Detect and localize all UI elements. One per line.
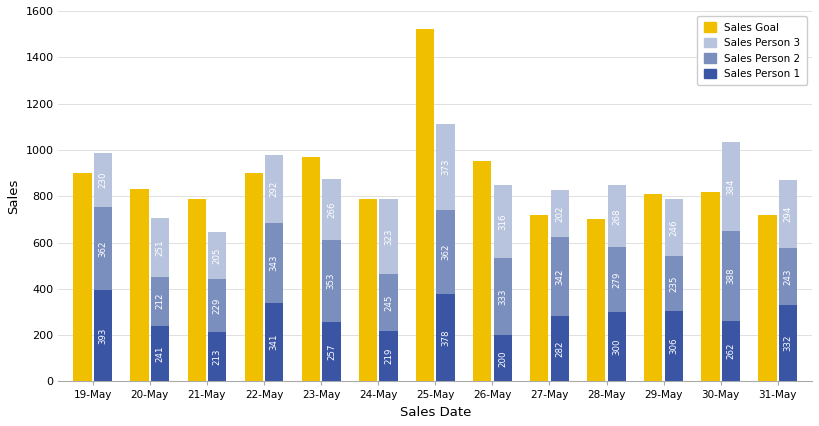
Bar [322, 178, 341, 240]
Bar [265, 302, 283, 381]
Bar [665, 199, 683, 256]
Text: 353: 353 [327, 273, 336, 289]
Bar [245, 173, 263, 381]
Bar [722, 321, 740, 381]
Bar [645, 194, 663, 381]
Text: 235: 235 [669, 275, 678, 292]
Text: 316: 316 [498, 213, 507, 230]
Text: 384: 384 [726, 178, 735, 195]
Bar [722, 231, 740, 321]
Bar [94, 207, 112, 291]
Bar [722, 142, 740, 231]
Y-axis label: Sales: Sales [7, 178, 20, 214]
Bar [208, 279, 226, 332]
Bar [208, 332, 226, 381]
Bar [151, 325, 170, 381]
Bar [550, 190, 569, 237]
Bar [94, 291, 112, 381]
Bar [494, 335, 512, 381]
Text: 282: 282 [555, 340, 564, 357]
Text: 279: 279 [613, 271, 622, 288]
Bar [74, 173, 92, 381]
Bar [608, 312, 626, 381]
Text: 362: 362 [98, 240, 107, 257]
Bar [494, 185, 512, 258]
Text: 246: 246 [669, 219, 678, 236]
Text: 268: 268 [613, 208, 622, 225]
Bar [322, 240, 341, 322]
Bar [151, 276, 170, 325]
Text: 294: 294 [784, 206, 793, 222]
Text: 333: 333 [498, 288, 507, 305]
Bar [265, 155, 283, 223]
X-axis label: Sales Date: Sales Date [400, 406, 471, 419]
Bar [530, 215, 548, 381]
Text: 378: 378 [441, 329, 450, 346]
Bar [550, 316, 569, 381]
Bar [130, 189, 149, 381]
Bar [758, 215, 776, 381]
Bar [208, 232, 226, 279]
Bar [608, 185, 626, 248]
Text: 213: 213 [213, 348, 222, 365]
Text: 362: 362 [441, 244, 450, 260]
Text: 341: 341 [269, 334, 278, 350]
Text: 257: 257 [327, 343, 336, 360]
Text: 243: 243 [784, 268, 793, 285]
Bar [494, 258, 512, 335]
Bar [416, 29, 434, 381]
Text: 262: 262 [726, 343, 735, 360]
Bar [437, 210, 455, 294]
Text: 219: 219 [384, 348, 393, 364]
Text: 200: 200 [498, 350, 507, 366]
Bar [587, 219, 605, 381]
Text: 343: 343 [269, 255, 278, 271]
Bar [608, 248, 626, 312]
Text: 205: 205 [213, 247, 222, 264]
Text: 292: 292 [269, 181, 278, 197]
Text: 241: 241 [156, 345, 165, 362]
Bar [301, 157, 320, 381]
Bar [779, 305, 797, 381]
Bar [265, 223, 283, 302]
Bar [550, 237, 569, 316]
Text: 266: 266 [327, 201, 336, 218]
Bar [379, 199, 397, 274]
Text: 202: 202 [555, 205, 564, 222]
Bar [379, 274, 397, 331]
Text: 229: 229 [213, 297, 222, 314]
Text: 373: 373 [441, 158, 450, 175]
Text: 306: 306 [669, 338, 678, 354]
Text: 393: 393 [98, 328, 107, 344]
Bar [94, 153, 112, 207]
Bar [701, 192, 720, 381]
Bar [379, 331, 397, 381]
Text: 212: 212 [156, 293, 165, 309]
Bar [188, 199, 206, 381]
Text: 300: 300 [613, 339, 622, 355]
Text: 251: 251 [156, 239, 165, 256]
Bar [359, 199, 377, 381]
Bar [437, 294, 455, 381]
Text: 342: 342 [555, 268, 564, 285]
Bar [322, 322, 341, 381]
Text: 388: 388 [726, 268, 735, 284]
Bar [665, 256, 683, 311]
Text: 245: 245 [384, 294, 393, 311]
Bar [665, 311, 683, 381]
Bar [437, 124, 455, 210]
Legend: Sales Goal, Sales Person 3, Sales Person 2, Sales Person 1: Sales Goal, Sales Person 3, Sales Person… [698, 16, 807, 85]
Bar [779, 180, 797, 248]
Text: 323: 323 [384, 228, 393, 245]
Bar [151, 219, 170, 276]
Bar [779, 248, 797, 305]
Bar [473, 161, 491, 381]
Text: 230: 230 [98, 172, 107, 188]
Text: 332: 332 [784, 335, 793, 351]
